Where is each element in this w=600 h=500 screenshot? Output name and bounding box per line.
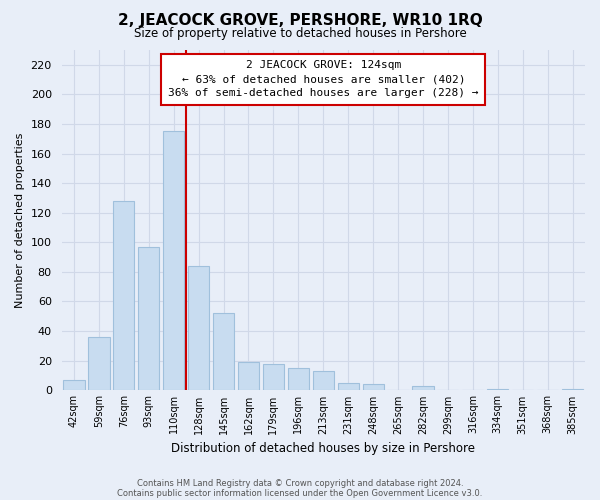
Bar <box>263 364 284 390</box>
Bar <box>562 388 583 390</box>
Bar <box>338 382 359 390</box>
Text: Size of property relative to detached houses in Pershore: Size of property relative to detached ho… <box>134 28 466 40</box>
Bar <box>213 313 234 390</box>
Y-axis label: Number of detached properties: Number of detached properties <box>15 132 25 308</box>
Bar <box>313 371 334 390</box>
Bar <box>362 384 384 390</box>
X-axis label: Distribution of detached houses by size in Pershore: Distribution of detached houses by size … <box>171 442 475 455</box>
Text: 2, JEACOCK GROVE, PERSHORE, WR10 1RQ: 2, JEACOCK GROVE, PERSHORE, WR10 1RQ <box>118 12 482 28</box>
Text: 2 JEACOCK GROVE: 124sqm
← 63% of detached houses are smaller (402)
36% of semi-d: 2 JEACOCK GROVE: 124sqm ← 63% of detache… <box>168 60 479 98</box>
Text: Contains HM Land Registry data © Crown copyright and database right 2024.: Contains HM Land Registry data © Crown c… <box>137 478 463 488</box>
Bar <box>138 246 160 390</box>
Bar <box>113 201 134 390</box>
Bar <box>88 337 110 390</box>
Bar <box>238 362 259 390</box>
Bar <box>163 132 184 390</box>
Bar <box>188 266 209 390</box>
Text: Contains public sector information licensed under the Open Government Licence v3: Contains public sector information licen… <box>118 488 482 498</box>
Bar <box>64 380 85 390</box>
Bar <box>288 368 309 390</box>
Bar <box>487 388 508 390</box>
Bar <box>412 386 434 390</box>
